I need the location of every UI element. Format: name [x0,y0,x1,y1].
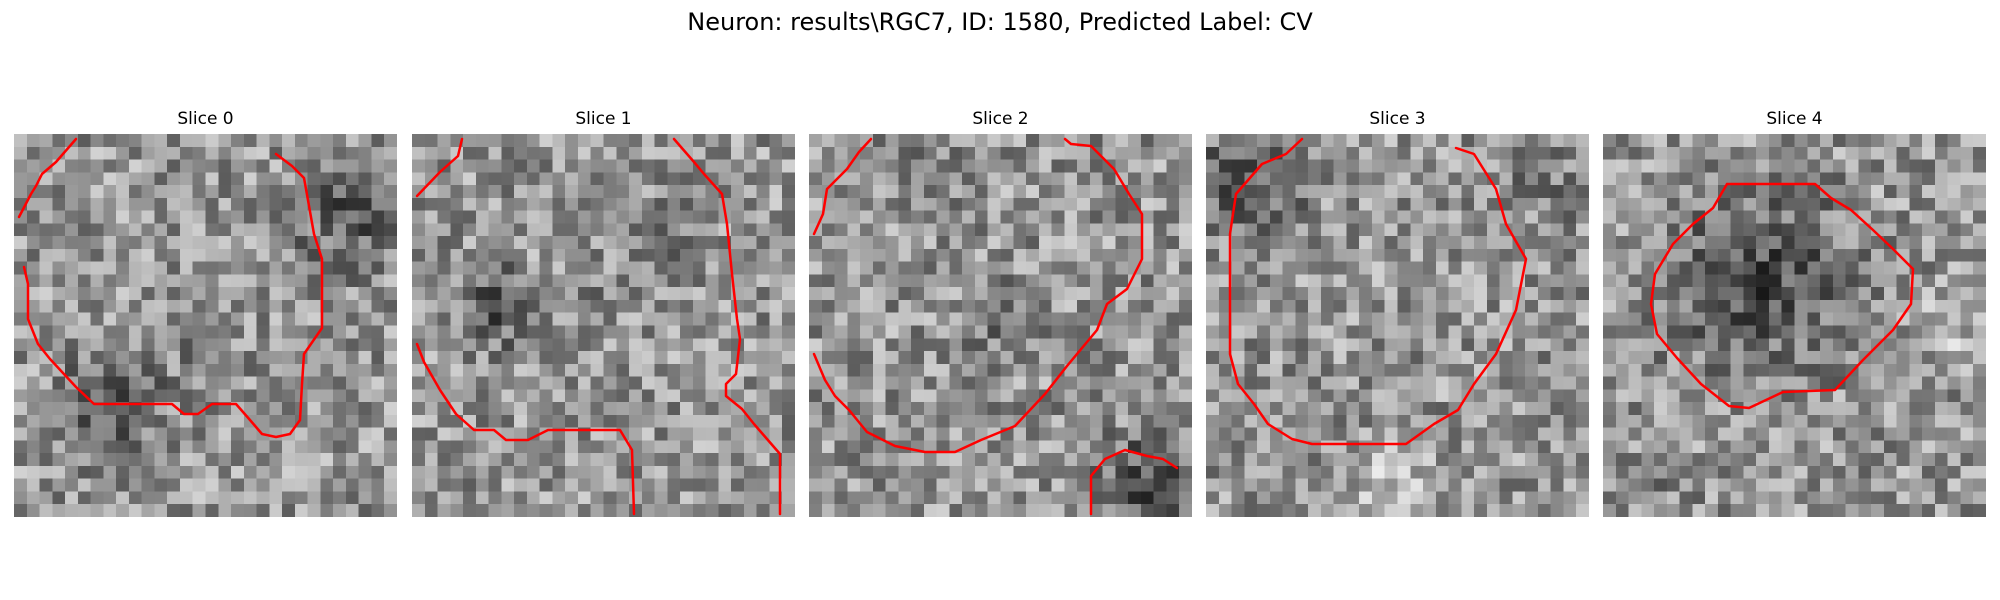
slice-title: Slice 0 [177,109,234,129]
slice-title: Slice 1 [575,109,632,129]
slice-panel-1: Slice 1 [412,104,795,517]
microscopy-image [1603,134,1986,517]
slice-title: Slice 2 [972,109,1029,129]
figure-title: Neuron: results\RGC7, ID: 1580, Predicte… [687,8,1313,36]
slice-image-0 [14,134,397,517]
segmentation-contour [17,137,324,439]
slice-panel-3: Slice 3 [1206,104,1589,517]
microscopy-image [809,134,1192,517]
slice-panel-0: Slice 0 [14,104,397,517]
slice-title: Slice 4 [1766,109,1823,129]
segmentation-contour [812,137,1179,516]
slice-image-3 [1206,134,1589,517]
slice-image-1 [412,134,795,517]
slice-image-2 [809,134,1192,517]
slice-panel-2: Slice 2 [809,104,1192,517]
microscopy-image [14,134,397,517]
slice-panel-4: Slice 4 [1603,104,1986,517]
microscopy-image [1206,134,1589,517]
microscopy-image [412,134,795,517]
segmentation-contour [1228,137,1528,446]
slice-image-4 [1603,134,1986,517]
segmentation-contour [1649,182,1915,410]
segmentation-contour [415,137,782,516]
slice-title: Slice 3 [1369,109,1426,129]
